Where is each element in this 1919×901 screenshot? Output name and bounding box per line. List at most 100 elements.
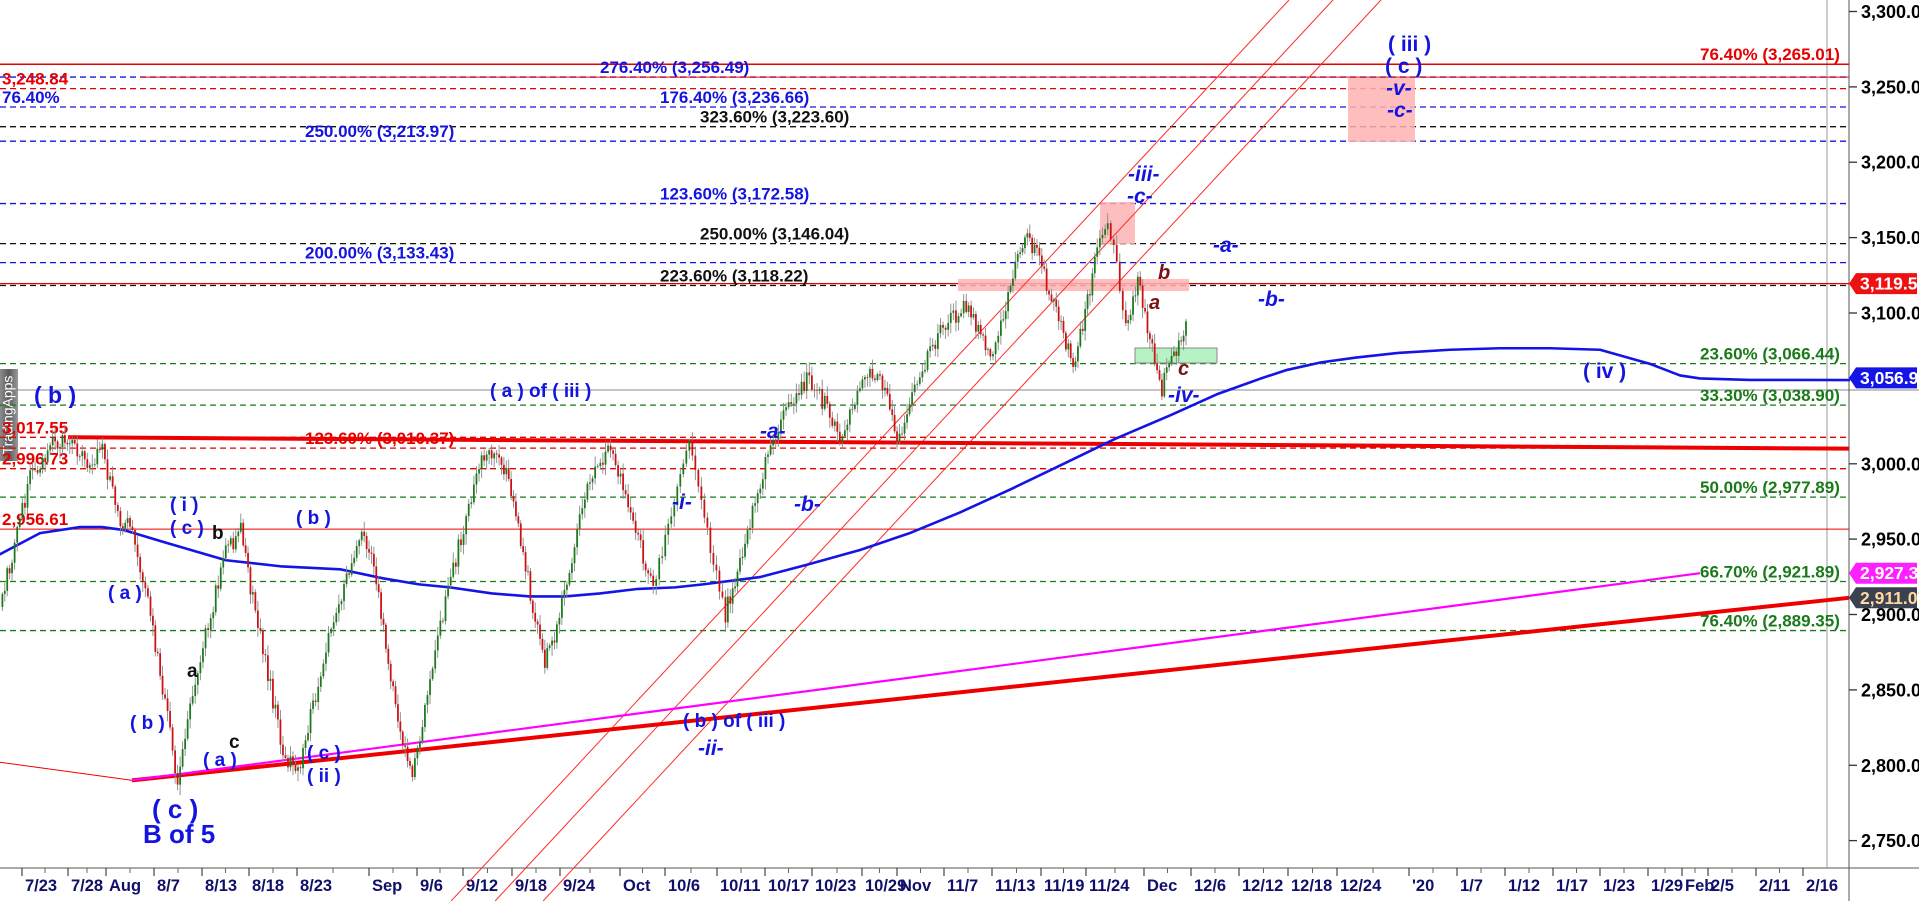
svg-text:-iv-: -iv- [1168,384,1200,407]
svg-text:12/18: 12/18 [1291,877,1332,895]
svg-text:66.70% (2,921.89): 66.70% (2,921.89) [1700,563,1840,582]
svg-text:Oct: Oct [623,877,651,895]
svg-text:223.60% (3,118.22): 223.60% (3,118.22) [660,267,808,286]
svg-text:50.00% (2,977.89): 50.00% (2,977.89) [1700,478,1840,497]
svg-text:7/28: 7/28 [71,877,103,895]
svg-text:250.00% (3,146.04): 250.00% (3,146.04) [700,225,849,244]
svg-text:2,950.00: 2,950.00 [1861,530,1919,550]
svg-text:( b ) of ( iii ): ( b ) of ( iii ) [683,711,785,732]
svg-text:( iii ): ( iii ) [1388,33,1431,56]
svg-text:2,956.61: 2,956.61 [2,510,68,529]
svg-text:1/7: 1/7 [1460,877,1483,895]
svg-text:b: b [1158,262,1170,284]
svg-text:Dec: Dec [1147,877,1177,895]
svg-text:12/6: 12/6 [1194,877,1226,895]
svg-text:2,927.39: 2,927.39 [1860,563,1919,583]
svg-text:11/13: 11/13 [995,877,1035,895]
svg-text:2,850.00: 2,850.00 [1861,680,1919,700]
svg-text:8/7: 8/7 [157,877,180,895]
svg-text:76.40%: 76.40% [2,88,60,107]
svg-text:7/23: 7/23 [25,877,57,895]
svg-text:'20: '20 [1412,877,1434,895]
svg-text:( b ): ( b ) [34,382,76,408]
svg-text:TradingApps: TradingApps [0,376,16,455]
svg-text:Aug: Aug [109,877,141,895]
svg-text:3,300.00: 3,300.00 [1861,2,1919,22]
svg-text:2/16: 2/16 [1806,877,1838,895]
svg-text:-b-: -b- [1258,288,1285,311]
svg-text:8/13: 8/13 [205,877,237,895]
svg-text:1/12: 1/12 [1508,877,1540,895]
svg-text:2,911.07: 2,911.07 [1860,588,1919,608]
svg-text:11/24: 11/24 [1089,877,1130,895]
svg-text:-i-: -i- [672,491,692,514]
svg-text:23.60% (3,066.44): 23.60% (3,066.44) [1700,345,1840,364]
svg-text:10/17: 10/17 [768,877,809,895]
svg-text:3,100.00: 3,100.00 [1861,304,1919,324]
svg-text:9/6: 9/6 [420,877,443,895]
svg-text:-b-: -b- [794,493,821,516]
svg-text:c: c [1178,358,1189,380]
svg-text:11/19: 11/19 [1044,877,1084,895]
svg-text:a: a [187,661,198,682]
svg-text:33.30% (3,038.90): 33.30% (3,038.90) [1700,386,1840,405]
svg-text:10/11: 10/11 [720,877,760,895]
svg-text:3,248.84: 3,248.84 [2,70,69,89]
svg-text:323.60% (3,223.60): 323.60% (3,223.60) [700,108,849,127]
svg-text:( i ): ( i ) [170,495,199,516]
svg-text:9/24: 9/24 [563,877,596,895]
svg-text:B of 5: B of 5 [143,819,215,849]
svg-text:b: b [212,523,224,544]
svg-text:( b ): ( b ) [296,508,331,529]
svg-text:2/5: 2/5 [1711,877,1734,895]
svg-text:2/11: 2/11 [1759,877,1790,895]
svg-text:176.40% (3,236.66): 176.40% (3,236.66) [660,88,809,107]
svg-text:a: a [1149,292,1160,314]
svg-text:-c-: -c- [1387,99,1413,122]
svg-text:76.40% (3,265.01): 76.40% (3,265.01) [1700,45,1840,64]
svg-text:( a ) of ( iii ): ( a ) of ( iii ) [490,381,591,402]
svg-text:3,119.50: 3,119.50 [1860,274,1919,294]
svg-text:10/6: 10/6 [668,877,700,895]
svg-text:12/24: 12/24 [1340,877,1382,895]
svg-text:( iv ): ( iv ) [1583,360,1626,383]
svg-text:123.60% (3,172.58): 123.60% (3,172.58) [660,185,809,204]
svg-text:3,056.95: 3,056.95 [1860,368,1919,388]
svg-text:( c ): ( c ) [1385,55,1422,78]
svg-text:8/18: 8/18 [252,877,284,895]
svg-text:( a ): ( a ) [203,750,237,771]
svg-text:3,200.00: 3,200.00 [1861,153,1919,173]
svg-text:3,250.00: 3,250.00 [1861,77,1919,97]
svg-text:( c ): ( c ) [307,743,341,764]
svg-text:12/12: 12/12 [1242,877,1283,895]
svg-text:8/23: 8/23 [300,877,332,895]
svg-text:2,750.00: 2,750.00 [1861,831,1919,851]
svg-text:2,800.00: 2,800.00 [1861,756,1919,776]
svg-text:250.00% (3,213.97): 250.00% (3,213.97) [305,122,454,141]
svg-text:1/23: 1/23 [1603,877,1635,895]
svg-text:-ii-: -ii- [698,737,724,760]
svg-text:Nov: Nov [900,877,932,895]
svg-text:-a-: -a- [760,420,786,443]
svg-text:-a-: -a- [1213,234,1239,257]
svg-text:( a ): ( a ) [108,583,142,604]
svg-text:( ii ): ( ii ) [307,766,341,787]
svg-text:11/7: 11/7 [947,877,978,895]
svg-text:-iii-: -iii- [1128,163,1160,186]
svg-text:9/18: 9/18 [515,877,547,895]
svg-text:-c-: -c- [1127,185,1153,208]
svg-text:( c ): ( c ) [170,518,204,539]
svg-text:3,017.55: 3,017.55 [2,418,68,437]
svg-text:1/17: 1/17 [1556,877,1588,895]
svg-text:276.40% (3,256.49): 276.40% (3,256.49) [600,58,749,77]
svg-text:76.40% (2,889.35): 76.40% (2,889.35) [1700,612,1840,631]
svg-text:Sep: Sep [372,877,402,895]
svg-text:200.00% (3,133.43): 200.00% (3,133.43) [305,244,454,263]
svg-text:Feb: Feb [1685,877,1714,895]
svg-text:-v-: -v- [1386,77,1412,100]
svg-text:1/29: 1/29 [1651,877,1683,895]
svg-text:3,150.00: 3,150.00 [1861,228,1919,248]
svg-text:10/23: 10/23 [815,877,856,895]
svg-text:3,000.00: 3,000.00 [1861,454,1919,474]
svg-text:( b ): ( b ) [130,713,165,734]
